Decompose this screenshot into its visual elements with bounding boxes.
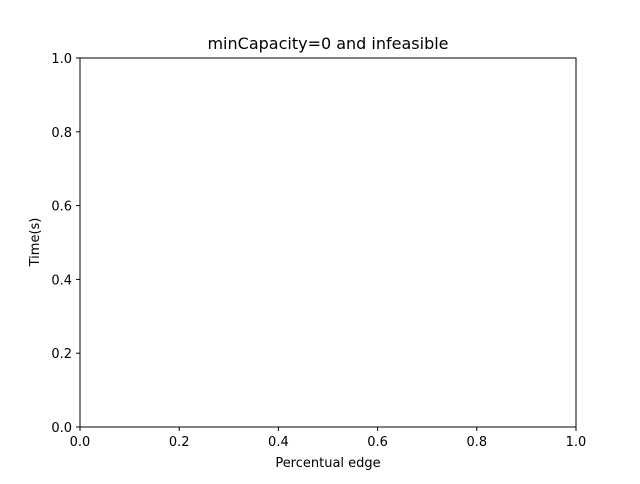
x-axis-ticks: 0.0 0.2 0.4 0.6 0.8 1.0	[70, 427, 587, 450]
y-tick-label: 0.6	[51, 200, 72, 215]
y-tick-label: 1.0	[51, 52, 72, 67]
x-tick-label: 0.6	[367, 435, 388, 450]
y-axis-ticks: 0.0 0.2 0.4 0.6 0.8 1.0	[51, 52, 80, 436]
chart-title: minCapacity=0 and infeasible	[207, 34, 448, 53]
y-tick-label: 0.0	[51, 421, 72, 436]
y-tick-label: 0.4	[51, 273, 72, 288]
x-tick-label: 0.8	[466, 435, 487, 450]
y-tick-label: 0.8	[51, 126, 72, 141]
y-tick-label: 0.2	[51, 347, 72, 362]
plot-area-frame	[79, 57, 577, 428]
y-axis-label: Time(s)	[28, 218, 43, 268]
x-tick-label: 0.2	[169, 435, 190, 450]
x-axis-label: Percentual edge	[275, 456, 380, 471]
x-tick-label: 0.0	[70, 435, 91, 450]
x-tick-label: 0.4	[268, 435, 289, 450]
x-tick-label: 1.0	[566, 435, 587, 450]
